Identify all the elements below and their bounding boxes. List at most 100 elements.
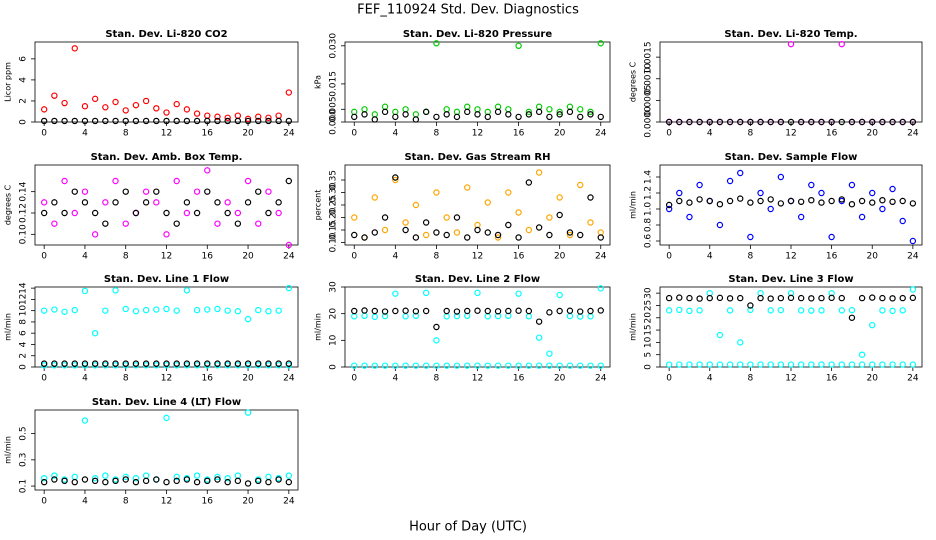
point — [556, 194, 563, 201]
point — [858, 294, 866, 302]
point — [453, 229, 461, 236]
panel-title: Stan. Dev. Line 4 (LT) Flow — [92, 397, 241, 408]
x-tick-label: 4 — [392, 374, 398, 384]
x-tick-label: 0 — [666, 252, 672, 262]
point — [91, 329, 99, 337]
point — [577, 313, 584, 320]
point — [163, 231, 170, 238]
point — [474, 106, 481, 113]
point — [163, 305, 170, 313]
point — [696, 307, 703, 314]
point — [422, 108, 430, 116]
point — [122, 117, 129, 125]
point — [132, 308, 140, 315]
point — [132, 209, 140, 217]
point — [285, 177, 293, 185]
point — [51, 360, 58, 367]
point — [747, 199, 754, 206]
point — [889, 118, 896, 126]
y-tick-label: 10 — [644, 336, 654, 348]
point — [224, 199, 231, 206]
point — [422, 231, 430, 239]
point — [899, 307, 906, 314]
point — [81, 476, 89, 483]
point — [234, 477, 242, 485]
x-tick-label: 20 — [554, 252, 566, 262]
point — [433, 337, 440, 344]
point — [597, 113, 604, 121]
y-tick-label: 2 — [19, 353, 29, 359]
y-tick-label: 0.12 — [19, 203, 29, 223]
point — [494, 234, 502, 241]
x-tick-label: 16 — [202, 374, 214, 384]
point — [412, 234, 420, 241]
point — [587, 362, 594, 369]
point — [686, 118, 693, 126]
point — [706, 294, 713, 302]
point — [546, 362, 553, 369]
point — [433, 189, 440, 196]
point — [193, 117, 201, 125]
point — [433, 113, 440, 121]
y-tick-label: 0 — [19, 364, 29, 370]
point — [51, 476, 58, 483]
point — [665, 205, 673, 213]
panel-title: Stan. Dev. Sample Flow — [725, 152, 858, 163]
point — [255, 220, 262, 227]
point — [525, 108, 533, 116]
point — [371, 116, 378, 123]
point — [838, 118, 845, 126]
point — [173, 307, 180, 314]
point — [566, 108, 574, 116]
point — [869, 118, 876, 126]
point — [556, 108, 563, 116]
x-tick-label: 8 — [748, 129, 754, 139]
y-tick-label: 14 — [19, 282, 29, 294]
y-tick-label: 0.0015 — [644, 41, 654, 72]
point — [787, 197, 795, 205]
y-tick-label: 10 — [19, 305, 29, 317]
point — [71, 209, 78, 217]
x-tick-label: 0 — [666, 374, 672, 384]
point — [556, 211, 563, 219]
point — [858, 351, 866, 358]
point — [433, 229, 440, 236]
y-tick-label: 0.35 — [329, 170, 339, 190]
point — [597, 40, 604, 47]
point — [535, 108, 543, 116]
point — [132, 478, 140, 486]
point — [566, 229, 574, 236]
point — [361, 307, 368, 314]
point — [453, 113, 461, 121]
x-tick-label: 24 — [907, 252, 919, 262]
x-tick-label: 12 — [161, 374, 172, 384]
point — [838, 307, 845, 314]
x-tick-label: 16 — [826, 374, 838, 384]
point — [777, 118, 785, 126]
x-tick-label: 0 — [41, 374, 47, 384]
point — [777, 361, 785, 368]
point — [808, 181, 815, 189]
x-tick-label: 0 — [351, 129, 357, 139]
point — [474, 289, 481, 297]
plot-frame — [659, 41, 923, 123]
point — [122, 107, 129, 114]
y-tick-label: 0 — [329, 364, 339, 370]
point — [275, 112, 282, 119]
x-tick-label: 24 — [595, 129, 607, 139]
point — [402, 362, 409, 369]
point — [91, 209, 99, 217]
y-tick-label: 0.15 — [329, 220, 339, 240]
point — [464, 108, 471, 116]
point — [889, 361, 896, 368]
point — [443, 111, 450, 118]
y-tick-label: 2 — [19, 98, 29, 104]
point — [474, 226, 481, 234]
point — [381, 226, 389, 234]
point — [285, 241, 293, 249]
point — [351, 231, 358, 239]
point — [142, 472, 150, 479]
point — [899, 217, 906, 225]
point — [757, 294, 764, 302]
point — [265, 188, 272, 195]
